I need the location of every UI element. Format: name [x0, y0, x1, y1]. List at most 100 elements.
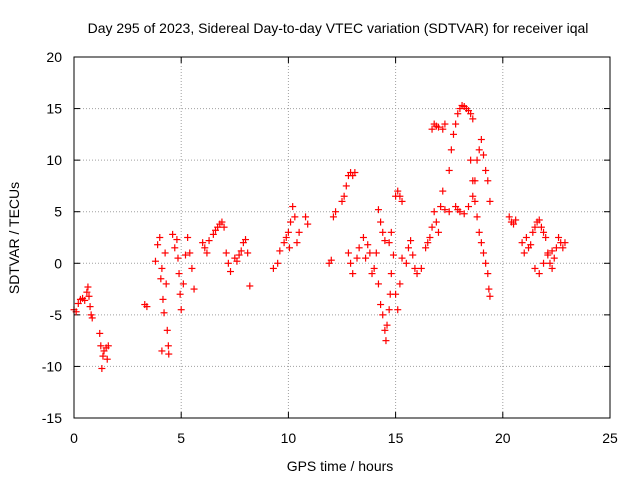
data-point	[428, 223, 436, 231]
data-point	[382, 337, 390, 345]
data-point	[385, 306, 393, 314]
x-tick-label: 0	[70, 430, 78, 446]
chart-title: Day 295 of 2023, Sidereal Day-to-day VTE…	[88, 20, 589, 36]
data-point	[340, 192, 348, 200]
x-tick-label: 15	[388, 430, 404, 446]
data-point	[349, 270, 357, 278]
data-point	[531, 264, 539, 272]
data-point	[445, 208, 453, 216]
data-point	[454, 110, 462, 118]
data-point	[163, 326, 171, 334]
data-point	[374, 206, 382, 214]
data-point	[434, 123, 442, 131]
data-point	[480, 151, 488, 159]
data-point	[355, 244, 363, 252]
data-point	[426, 234, 434, 241]
data-point	[422, 244, 430, 252]
data-point	[417, 264, 425, 272]
data-point	[269, 264, 277, 272]
data-point	[218, 218, 226, 226]
data-point	[86, 303, 94, 311]
data-point	[246, 282, 254, 290]
x-tick-label: 5	[177, 430, 185, 446]
data-point	[424, 239, 432, 247]
data-point	[484, 177, 492, 185]
data-point	[242, 236, 250, 244]
data-point	[437, 203, 445, 211]
data-point	[364, 241, 372, 249]
data-point	[370, 264, 378, 272]
y-tick-label: 15	[46, 101, 62, 117]
data-point	[280, 239, 288, 247]
x-tick-label: 20	[495, 430, 511, 446]
data-point	[394, 306, 402, 314]
data-point	[559, 244, 567, 252]
data-point	[209, 230, 217, 238]
data-point	[293, 239, 301, 247]
data-point	[291, 213, 299, 221]
data-point	[143, 303, 151, 311]
data-point	[74, 300, 82, 308]
data-points	[70, 101, 569, 372]
data-point	[159, 295, 167, 303]
data-point	[353, 254, 361, 262]
data-point	[475, 146, 483, 154]
data-point	[464, 203, 472, 211]
data-point	[179, 280, 187, 288]
data-point	[542, 234, 550, 241]
data-point	[531, 223, 539, 231]
data-point	[99, 352, 107, 360]
data-point	[295, 228, 303, 236]
data-point	[548, 264, 556, 272]
data-point	[342, 182, 350, 190]
data-point	[537, 223, 545, 231]
data-point	[548, 247, 556, 255]
data-point	[284, 228, 292, 236]
data-point	[520, 249, 528, 257]
data-point	[201, 244, 209, 252]
data-point	[441, 120, 449, 128]
y-tick-label: 20	[46, 49, 62, 65]
x-axis-title: GPS time / hours	[287, 458, 394, 474]
data-point	[96, 329, 104, 337]
data-point	[157, 275, 165, 283]
data-point	[482, 166, 490, 174]
data-point	[205, 237, 213, 245]
data-point	[398, 254, 406, 262]
data-point	[432, 218, 440, 226]
data-point	[428, 125, 436, 133]
data-point	[480, 249, 488, 257]
data-point	[171, 244, 179, 252]
data-point	[447, 146, 455, 154]
x-tick-label: 10	[281, 430, 297, 446]
data-point	[97, 342, 105, 350]
data-point	[555, 234, 563, 241]
data-point	[154, 241, 162, 249]
data-point	[87, 311, 95, 319]
data-point	[203, 249, 211, 257]
data-point	[471, 197, 479, 205]
data-point	[377, 301, 385, 309]
data-point	[84, 283, 92, 291]
data-point	[104, 342, 112, 350]
y-tick-label: -5	[50, 307, 63, 323]
y-axis-title: SDTVAR / TECUs	[6, 182, 22, 294]
data-point	[486, 197, 494, 205]
data-point	[379, 228, 387, 236]
data-point	[368, 270, 376, 278]
data-point	[475, 228, 483, 236]
data-point	[164, 342, 172, 350]
data-point	[449, 130, 457, 138]
data-point	[98, 364, 106, 372]
data-point	[535, 270, 543, 278]
data-point	[199, 239, 207, 247]
data-point	[482, 259, 490, 267]
data-point	[413, 270, 421, 278]
plot-frame	[73, 56, 611, 419]
data-point	[441, 206, 449, 214]
data-point	[347, 259, 355, 267]
data-point	[227, 268, 235, 276]
data-point	[181, 251, 189, 259]
data-point	[512, 216, 520, 224]
